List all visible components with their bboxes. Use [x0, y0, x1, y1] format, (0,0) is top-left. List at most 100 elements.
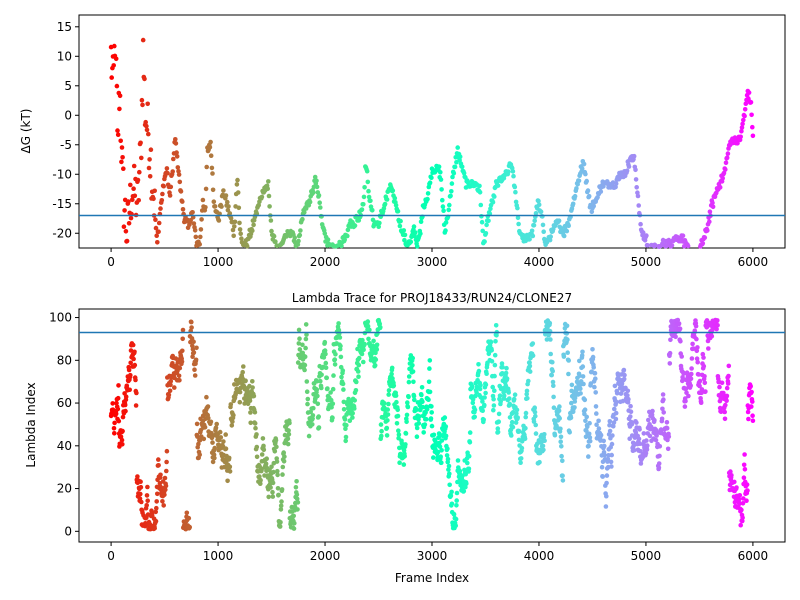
- lambda-point: [259, 452, 265, 457]
- lambda-point: [490, 384, 496, 390]
- delta-g-point: [119, 145, 125, 150]
- delta-g-point: [635, 193, 641, 199]
- delta-g-point: [589, 209, 595, 215]
- lambda-point: [447, 482, 453, 488]
- delta-g-x-tick-label: 1000: [203, 255, 234, 269]
- delta-g-x-tick-label: 0: [107, 255, 115, 269]
- lambda-x-axis-label: Frame Index: [395, 571, 469, 585]
- lambda-point: [594, 422, 599, 428]
- lambda-point: [350, 415, 355, 420]
- lambda-point: [214, 421, 219, 427]
- lambda-point: [587, 435, 593, 440]
- delta-g-point: [361, 194, 367, 200]
- delta-g-point: [531, 223, 537, 228]
- lambda-point: [293, 485, 299, 490]
- lambda-point: [305, 396, 311, 402]
- lambda-point: [250, 385, 255, 390]
- lambda-point: [656, 465, 662, 470]
- lambda-point: [507, 401, 512, 407]
- delta-g-point: [532, 218, 537, 223]
- delta-g-point: [536, 202, 542, 207]
- lambda-point: [492, 388, 497, 394]
- lambda-point: [337, 335, 343, 340]
- lambda-point: [123, 394, 129, 400]
- delta-g-point: [450, 174, 455, 180]
- lambda-point: [729, 473, 734, 478]
- lambda-point: [572, 405, 577, 410]
- delta-g-point: [750, 124, 755, 130]
- lambda-point: [590, 347, 595, 352]
- lambda-point: [271, 469, 276, 475]
- lambda-point: [625, 388, 631, 394]
- lambda-point: [428, 416, 434, 421]
- lambda-point: [580, 364, 586, 369]
- lambda-point: [481, 417, 487, 423]
- delta-g-panel: 0 1000 2000 3000 4000 5000 6000 15 10 5 0 -5 -10 -15…: [19, 14, 786, 269]
- delta-g-point: [115, 132, 121, 137]
- lambda-point: [698, 400, 704, 406]
- lambda-point: [701, 355, 706, 360]
- lambda-point: [645, 443, 650, 448]
- lambda-point: [514, 411, 519, 416]
- delta-g-point: [117, 93, 123, 99]
- lambda-point: [442, 415, 448, 420]
- lambda-point: [551, 405, 557, 411]
- delta-g-point: [225, 199, 230, 205]
- lambda-point: [341, 387, 346, 392]
- lambda-point: [526, 378, 531, 384]
- lambda-point: [149, 513, 155, 518]
- lambda-point: [194, 421, 200, 427]
- lambda-point: [303, 322, 309, 327]
- delta-g-point: [530, 233, 536, 239]
- lambda-point: [302, 367, 307, 373]
- lambda-point: [613, 410, 619, 416]
- lambda-point: [218, 435, 224, 440]
- lambda-point: [209, 435, 215, 441]
- lambda-point: [686, 393, 691, 399]
- delta-g-point: [295, 242, 301, 247]
- lambda-point: [715, 323, 720, 328]
- delta-g-point: [124, 238, 130, 244]
- lambda-point: [643, 451, 649, 456]
- delta-g-point: [192, 228, 198, 233]
- lambda-point: [297, 336, 302, 342]
- delta-g-point: [257, 199, 262, 205]
- delta-g-point: [705, 228, 710, 233]
- delta-g-point: [210, 187, 216, 193]
- delta-g-point: [237, 220, 242, 226]
- lambda-point: [523, 410, 529, 416]
- delta-g-point: [425, 191, 431, 196]
- lambda-point: [291, 513, 297, 519]
- delta-g-point: [440, 204, 446, 209]
- lambda-point: [241, 364, 246, 369]
- delta-g-point: [477, 190, 483, 195]
- lambda-point: [305, 401, 310, 407]
- lambda-point: [587, 438, 593, 444]
- delta-g-point: [146, 131, 151, 137]
- delta-g-point: [633, 167, 638, 173]
- lambda-point: [453, 523, 459, 529]
- lambda-point: [226, 455, 232, 461]
- lambda-point: [737, 501, 742, 507]
- lambda-point: [445, 456, 451, 462]
- lambda-point: [500, 364, 505, 370]
- lambda-point: [586, 454, 591, 459]
- delta-g-point: [707, 209, 713, 214]
- lambda-point: [258, 477, 263, 483]
- lambda-point: [330, 415, 335, 421]
- lambda-point: [732, 479, 737, 485]
- lambda-point: [372, 363, 378, 368]
- delta-g-point: [438, 170, 443, 175]
- lambda-point: [332, 357, 338, 362]
- lambda-point: [596, 426, 602, 431]
- lambda-point: [612, 383, 618, 389]
- lambda-point: [350, 410, 356, 416]
- lambda-point: [665, 446, 671, 452]
- delta-g-point: [167, 193, 173, 198]
- lambda-point: [740, 515, 745, 521]
- lambda-point: [254, 444, 260, 450]
- delta-g-point: [198, 227, 204, 232]
- lambda-point: [128, 372, 133, 378]
- lambda-point: [319, 372, 324, 378]
- lambda-point: [467, 440, 473, 445]
